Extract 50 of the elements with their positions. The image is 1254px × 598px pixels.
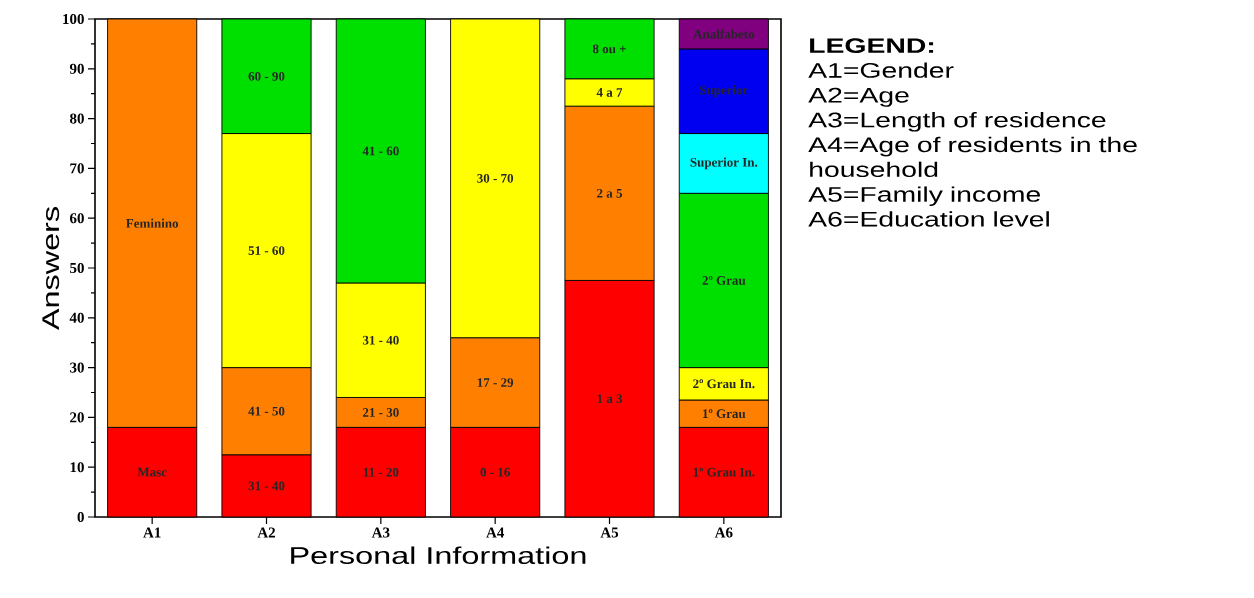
legend-title: LEGEND: xyxy=(810,38,934,54)
series-label: 4 a 7 xyxy=(596,88,623,97)
series-label: 41 - 60 xyxy=(362,146,399,156)
series-label: 2 a 5 xyxy=(597,188,623,198)
y-tick-label: 50 xyxy=(70,262,84,274)
x-axis-title: Personal Information xyxy=(291,546,586,565)
y-tick-label: 30 xyxy=(70,362,84,373)
text: A3=Length of residence xyxy=(808,112,1106,132)
y-tick-label: 90 xyxy=(69,63,84,74)
y-tick-label: 20 xyxy=(70,412,84,423)
series-label: 30 - 70 xyxy=(477,173,514,183)
x-tick-label: A1 xyxy=(143,527,161,538)
text: A6=Education level xyxy=(808,211,1049,227)
series-label: 31 - 40 xyxy=(248,481,285,491)
y-tick-label: 100 xyxy=(63,13,84,25)
series-label: 2º Grau xyxy=(702,276,746,285)
y-tick-label: 10 xyxy=(70,462,84,473)
y-tick-label: 40 xyxy=(69,312,84,323)
y-tick-label: 60 xyxy=(70,213,84,224)
text: A1=Gender xyxy=(808,62,954,78)
series-label: 1º Grau xyxy=(703,409,746,419)
x-tick-label: A3 xyxy=(371,527,390,538)
series-label: 17 - 29 xyxy=(477,378,514,387)
series-label: Superior In. xyxy=(690,157,758,170)
series-label: 1 a 3 xyxy=(597,394,623,404)
text: A5=Family income xyxy=(808,186,1040,207)
y-tick-label: 80 xyxy=(69,113,84,124)
series-label: 21 - 30 xyxy=(362,408,399,417)
series-label: Analfabeto xyxy=(693,29,755,39)
series-label: 31 - 40 xyxy=(362,335,399,345)
text: A4=Age of residents in the household xyxy=(808,136,1137,178)
series-label: 0 - 16 xyxy=(480,467,510,477)
x-tick-label: A6 xyxy=(714,527,733,538)
series-label: 11 - 20 xyxy=(363,467,399,477)
series-label: Superior xyxy=(699,85,749,98)
series-label: 41 - 50 xyxy=(248,406,285,416)
series-label: Feminino xyxy=(126,218,179,228)
y-axis-title: Answers xyxy=(42,207,60,331)
series-label: 2º Grau In. xyxy=(693,379,755,389)
series-label: 1º Grau In. xyxy=(693,467,755,477)
x-tick-label: A5 xyxy=(600,527,619,538)
series-label: 8 ou + xyxy=(592,44,626,54)
y-tick-label: 70 xyxy=(70,163,84,174)
series-label: 51 - 60 xyxy=(248,246,285,255)
series-label: 60 - 90 xyxy=(248,71,285,81)
y-tick-label: 0 xyxy=(77,511,84,523)
text: A2=Age xyxy=(808,87,909,107)
x-tick-label: A2 xyxy=(257,527,276,538)
series-label: Masc xyxy=(137,467,167,477)
x-tick-label: A4 xyxy=(486,527,505,538)
